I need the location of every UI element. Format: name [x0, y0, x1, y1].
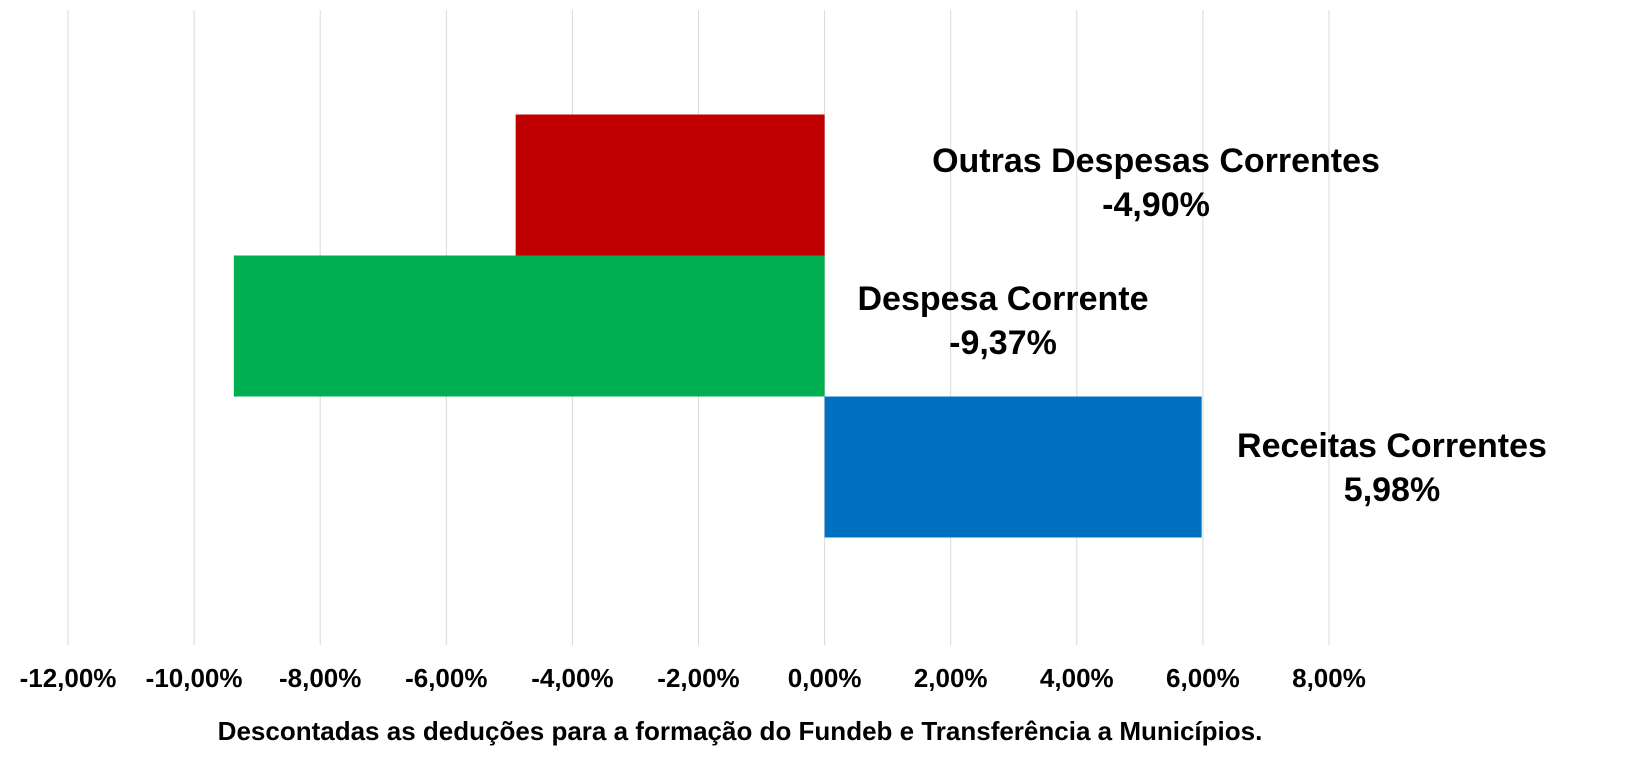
value-label: -9,37%	[949, 324, 1057, 362]
note: Descontadas as deduções para a formação …	[218, 716, 1263, 746]
value-label: 5,98%	[1344, 471, 1440, 509]
x-tick-label: -2,00%	[657, 663, 739, 693]
x-tick-label: -6,00%	[405, 663, 487, 693]
x-tick-label: 4,00%	[1040, 663, 1114, 693]
x-tick-label: -10,00%	[146, 663, 243, 693]
category-label: Despesa Corrente	[857, 280, 1148, 318]
x-tick-label: 8,00%	[1292, 663, 1366, 693]
bar	[233, 255, 825, 397]
x-tick-label: 6,00%	[1166, 663, 1240, 693]
x-tick-label: 2,00%	[914, 663, 988, 693]
bar	[824, 396, 1202, 538]
category-label: Outras Despesas Correntes	[932, 142, 1380, 180]
x-tick-label: -4,00%	[531, 663, 613, 693]
x-tick-label: -12,00%	[20, 663, 117, 693]
category-label: Receitas Correntes	[1237, 427, 1547, 465]
bar	[515, 114, 825, 256]
value-label: -4,90%	[1102, 186, 1210, 224]
x-tick-label: 0,00%	[788, 663, 862, 693]
x-tick-label: -8,00%	[279, 663, 361, 693]
